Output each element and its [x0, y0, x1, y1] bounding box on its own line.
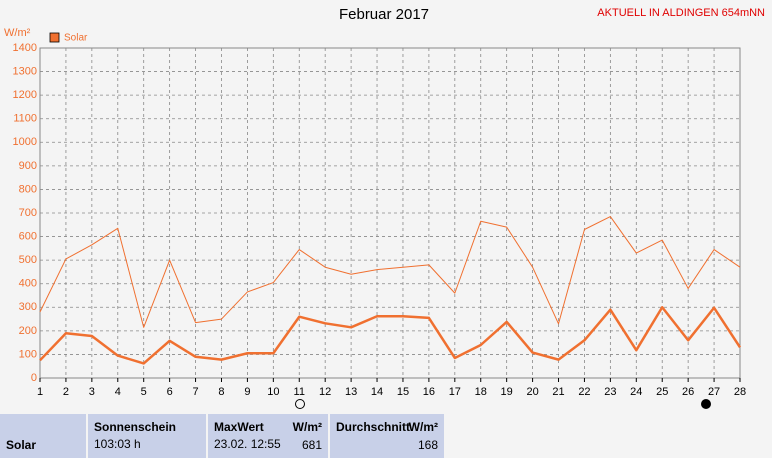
y-tick-label: 300 — [19, 301, 37, 313]
x-tick-label: 21 — [552, 386, 564, 398]
x-tick-label: 7 — [192, 386, 198, 398]
series-line — [39, 306, 742, 365]
y-tick-label: 500 — [19, 254, 37, 266]
unit: W/m² — [292, 420, 322, 434]
header: Durchschnitt — [336, 420, 411, 434]
y-tick-label: 1300 — [13, 65, 37, 77]
x-tick-label: 15 — [397, 386, 409, 398]
x-tick-label: 6 — [167, 386, 173, 398]
legend-swatch — [49, 32, 60, 43]
date: 23.02. 12:55 — [214, 437, 281, 451]
y-tick-label: 1200 — [13, 89, 37, 101]
header: Sonnenschein — [94, 420, 177, 434]
value: 681 — [301, 438, 322, 452]
legend-label: Solar — [64, 33, 88, 44]
y-tick-label: 700 — [19, 207, 37, 219]
y-tick-label: 800 — [19, 183, 37, 195]
x-tick-label: 11 — [294, 386, 305, 398]
station-label: AKTUELL IN ALDINGEN 654mNN — [597, 7, 765, 19]
x-tick-label: 1 — [37, 386, 43, 398]
x-tick-label: 5 — [141, 386, 147, 398]
y-tick-label: 900 — [19, 160, 37, 172]
y-tick-label: 400 — [19, 278, 37, 290]
x-tick-label: 13 — [345, 386, 357, 398]
summary-table: Solar Sonnenschein 103:03 h MaxWert W/m²… — [0, 414, 772, 458]
cell: Sonnenschein 103:03 h — [88, 414, 206, 458]
row-label: Solar — [0, 414, 86, 458]
value: 103:03 h — [94, 437, 141, 451]
x-tick-label: 17 — [449, 386, 461, 398]
x-tick-label: 23 — [604, 386, 616, 398]
x-tick-label: 16 — [423, 386, 435, 398]
x-tick-label: 14 — [371, 386, 383, 398]
y-tick-label: 1400 — [13, 42, 37, 54]
moon-icon — [295, 399, 305, 409]
x-tick-label: 26 — [682, 386, 694, 398]
x-tick-label: 18 — [475, 386, 487, 398]
header: MaxWert — [214, 420, 264, 434]
y-tick-label: 100 — [19, 348, 37, 360]
x-tick-label: 10 — [267, 386, 279, 398]
x-tick-label: 3 — [89, 386, 95, 398]
x-tick-label: 22 — [578, 386, 590, 398]
y-axis-label: W/m² — [4, 27, 31, 39]
y-tick-label: 200 — [19, 325, 37, 337]
unit: W/m² — [408, 420, 438, 434]
x-tick-label: 19 — [501, 386, 513, 398]
y-tick-label: 1100 — [13, 113, 37, 125]
x-tick-label: 27 — [708, 386, 720, 398]
x-tick-label: 9 — [244, 386, 250, 398]
value: 168 — [417, 438, 438, 452]
x-tick-label: 28 — [734, 386, 746, 398]
x-tick-label: 20 — [526, 386, 538, 398]
cell: MaxWert W/m² 23.02. 12:55 681 — [208, 414, 328, 458]
x-tick-label: 12 — [319, 386, 331, 398]
x-tick-label: 25 — [656, 386, 668, 398]
cell: Durchschnitt W/m² 168 — [330, 414, 444, 458]
x-tick-label: 2 — [63, 386, 69, 398]
y-tick-label: 0 — [31, 372, 37, 384]
x-tick-label: 4 — [115, 386, 121, 398]
x-tick-label: 24 — [630, 386, 642, 398]
y-tick-label: 1000 — [13, 136, 37, 148]
x-tick-label: 8 — [218, 386, 224, 398]
chart: Februar 2017 AKTUELL IN ALDINGEN 654mNN … — [4, 6, 765, 409]
chart-title: Februar 2017 — [339, 6, 429, 23]
series-line — [39, 216, 741, 328]
y-tick-label: 600 — [19, 230, 37, 242]
moon-icon — [701, 399, 711, 409]
row-label-text: Solar — [6, 438, 37, 452]
